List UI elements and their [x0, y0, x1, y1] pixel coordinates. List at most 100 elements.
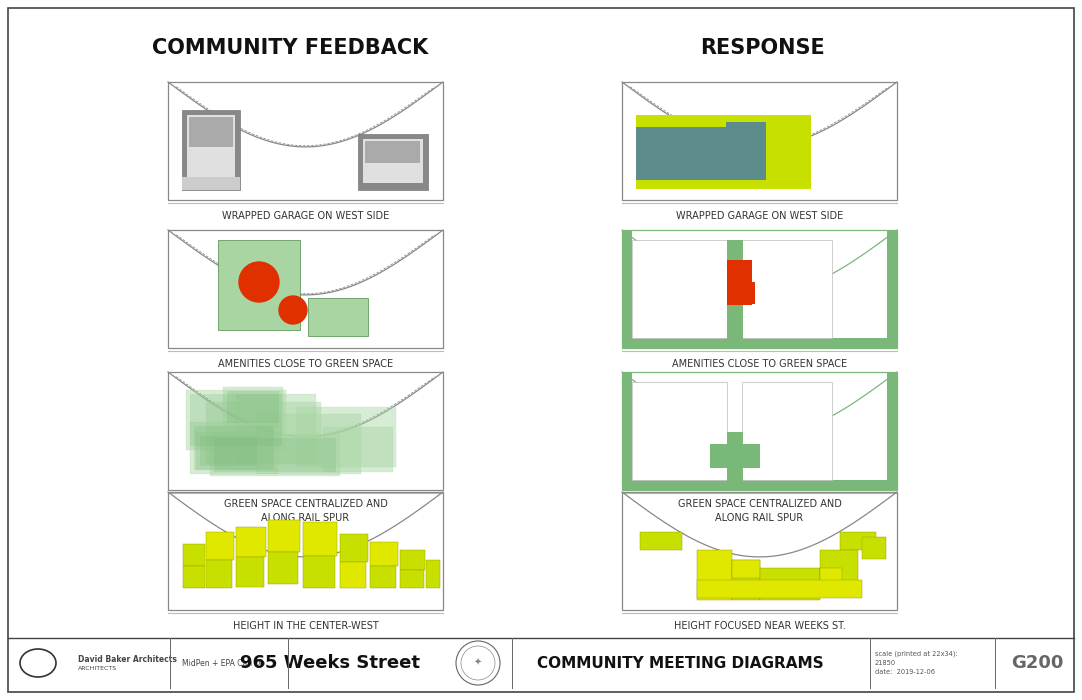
- Bar: [727, 240, 743, 348]
- Bar: [200, 436, 258, 466]
- Text: WRAPPED GARAGE ON WEST SIDE: WRAPPED GARAGE ON WEST SIDE: [676, 211, 843, 221]
- Bar: [303, 556, 335, 588]
- Text: GREEN SPACE CENTRALIZED AND
ALONG RAIL SPUR: GREEN SPACE CENTRALIZED AND ALONG RAIL S…: [224, 499, 387, 523]
- Bar: [196, 432, 261, 470]
- Bar: [236, 527, 266, 557]
- Bar: [189, 117, 233, 147]
- Bar: [358, 134, 428, 190]
- Bar: [820, 568, 842, 588]
- Bar: [632, 240, 727, 338]
- Bar: [622, 372, 632, 490]
- Bar: [187, 115, 235, 183]
- Text: d: d: [23, 658, 29, 668]
- Bar: [324, 427, 393, 472]
- Bar: [168, 372, 443, 490]
- Bar: [740, 282, 755, 304]
- Bar: [236, 394, 316, 464]
- Bar: [733, 560, 760, 600]
- Bar: [206, 532, 234, 560]
- Bar: [622, 82, 897, 200]
- Bar: [210, 434, 340, 476]
- Bar: [727, 260, 752, 305]
- Bar: [820, 550, 858, 588]
- Bar: [182, 110, 240, 190]
- Bar: [636, 122, 766, 180]
- Text: scale (printed at 22x34):: scale (printed at 22x34):: [875, 651, 958, 657]
- Bar: [182, 177, 240, 190]
- Text: COMMUNITY MEETING DIAGRAMS: COMMUNITY MEETING DIAGRAMS: [537, 655, 823, 671]
- Bar: [268, 520, 300, 552]
- Text: 21850: 21850: [875, 660, 896, 666]
- Ellipse shape: [19, 649, 56, 677]
- Bar: [622, 492, 897, 610]
- Bar: [742, 240, 832, 338]
- Bar: [636, 115, 812, 189]
- Bar: [632, 382, 727, 480]
- Bar: [622, 492, 897, 610]
- Bar: [308, 298, 368, 336]
- Bar: [370, 542, 398, 566]
- Bar: [217, 240, 300, 330]
- Text: ARCHITECTS: ARCHITECTS: [78, 666, 117, 671]
- Bar: [760, 568, 820, 600]
- Bar: [370, 566, 396, 588]
- Circle shape: [456, 641, 500, 685]
- Text: HEIGHT FOCUSED NEAR WEEKS ST.: HEIGHT FOCUSED NEAR WEEKS ST.: [674, 621, 845, 631]
- Text: b: b: [29, 655, 40, 671]
- Bar: [697, 580, 862, 598]
- Bar: [639, 532, 682, 550]
- Text: G200: G200: [1011, 654, 1064, 672]
- Bar: [887, 372, 897, 490]
- Bar: [622, 372, 897, 490]
- Bar: [303, 522, 337, 556]
- Bar: [168, 230, 443, 348]
- Circle shape: [279, 296, 307, 324]
- Bar: [168, 82, 443, 200]
- Text: 965 Weeks Street: 965 Weeks Street: [240, 654, 420, 672]
- Bar: [183, 566, 204, 588]
- Text: David Baker Architects: David Baker Architects: [78, 654, 176, 664]
- Bar: [194, 426, 274, 470]
- Bar: [697, 550, 733, 600]
- Bar: [190, 394, 282, 446]
- Bar: [365, 141, 420, 163]
- Bar: [887, 230, 897, 348]
- Bar: [862, 537, 886, 559]
- Bar: [183, 544, 204, 566]
- Bar: [400, 550, 425, 570]
- Bar: [727, 432, 743, 490]
- Circle shape: [239, 262, 279, 302]
- Bar: [622, 338, 897, 348]
- Text: AMENITIES CLOSE TO GREEN SPACE: AMENITIES CLOSE TO GREEN SPACE: [672, 359, 847, 369]
- Bar: [840, 532, 876, 550]
- Bar: [766, 144, 796, 166]
- Bar: [733, 560, 760, 578]
- Bar: [190, 422, 278, 474]
- Text: MidPen + EPA Can Do: MidPen + EPA Can Do: [182, 659, 265, 668]
- Bar: [400, 570, 424, 588]
- Bar: [340, 534, 368, 562]
- Bar: [168, 492, 443, 610]
- Bar: [168, 82, 443, 200]
- Text: date:  2019-12-06: date: 2019-12-06: [875, 669, 935, 675]
- Bar: [236, 557, 264, 587]
- Bar: [622, 82, 897, 200]
- Bar: [214, 438, 337, 472]
- Bar: [362, 139, 423, 183]
- Bar: [227, 391, 279, 423]
- Circle shape: [461, 646, 494, 680]
- Bar: [206, 560, 232, 588]
- Text: HEIGHT IN THE CENTER-WEST: HEIGHT IN THE CENTER-WEST: [233, 621, 379, 631]
- Bar: [296, 407, 396, 467]
- Text: COMMUNITY FEEDBACK: COMMUNITY FEEDBACK: [151, 38, 428, 58]
- Bar: [168, 492, 443, 610]
- Text: RESPONSE: RESPONSE: [700, 38, 824, 58]
- Bar: [622, 480, 897, 490]
- Bar: [636, 115, 726, 127]
- Bar: [340, 562, 366, 588]
- Bar: [168, 230, 443, 348]
- Bar: [622, 230, 897, 348]
- Bar: [256, 414, 361, 474]
- Bar: [622, 230, 897, 348]
- Text: GREEN SPACE CENTRALIZED AND
ALONG RAIL SPUR: GREEN SPACE CENTRALIZED AND ALONG RAIL S…: [677, 499, 842, 523]
